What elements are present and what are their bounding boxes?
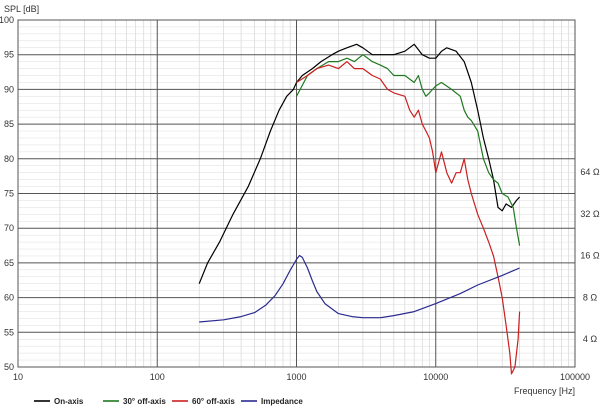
y-tick-label: 95 [4,50,14,60]
legend-entry-on-axis: On-axis [54,397,84,406]
legend-entry-60-off-axis: 60° off-axis [192,397,235,406]
y-tick-label: 60 [4,293,14,303]
series-line-impedance [199,254,520,323]
plot-frame [17,19,576,368]
y-axis-label: SPL [dB] [4,4,39,14]
legend-entry-impedance: Impedance [261,397,303,406]
series-layer [198,43,521,375]
impedance-tick-label: 16 Ω [580,251,600,261]
impedance-tick-label: 8 Ω [583,292,598,302]
y-tick-label: 70 [4,223,14,233]
y-tick-label: 65 [4,258,14,268]
x-tick-labels: 10 100 1000 10000 100000 [13,372,590,382]
x-tick-label: 1000 [286,372,306,382]
x-tick-label: 100 [150,372,165,382]
impedance-tick-label: 32 Ω [580,209,600,219]
legend-entry-30-off-axis: 30° off-axis [123,397,166,406]
series-line-60-off-axis [296,61,521,375]
y-tick-label: 50 [4,362,14,372]
y-tick-label: 100 [0,15,14,25]
series-line-30-off-axis [295,54,521,246]
legend: On-axis 30° off-axis 60° off-axis Impedance [34,397,303,406]
y-tick-label: 75 [4,189,14,199]
x-tick-label: 10 [13,372,23,382]
major-gridlines [17,19,576,368]
x-tick-label: 100000 [560,372,590,382]
series-line-on-axis [198,43,521,284]
y-tick-labels: 50 55 60 65 70 75 80 85 90 95 100 [0,15,14,372]
x-tick-label: 10000 [423,372,448,382]
impedance-tick-label: 64 Ω [580,167,600,177]
y-tick-label: 55 [4,327,14,337]
impedance-tick-label: 4 Ω [583,334,598,344]
y-tick-label: 90 [4,84,14,94]
y-tick-label: 80 [4,154,14,164]
x-axis-label: Frequency [Hz] [514,386,575,396]
impedance-tick-labels: 4 Ω 8 Ω 16 Ω 32 Ω 64 Ω [580,167,600,344]
y-tick-label: 85 [4,119,14,129]
